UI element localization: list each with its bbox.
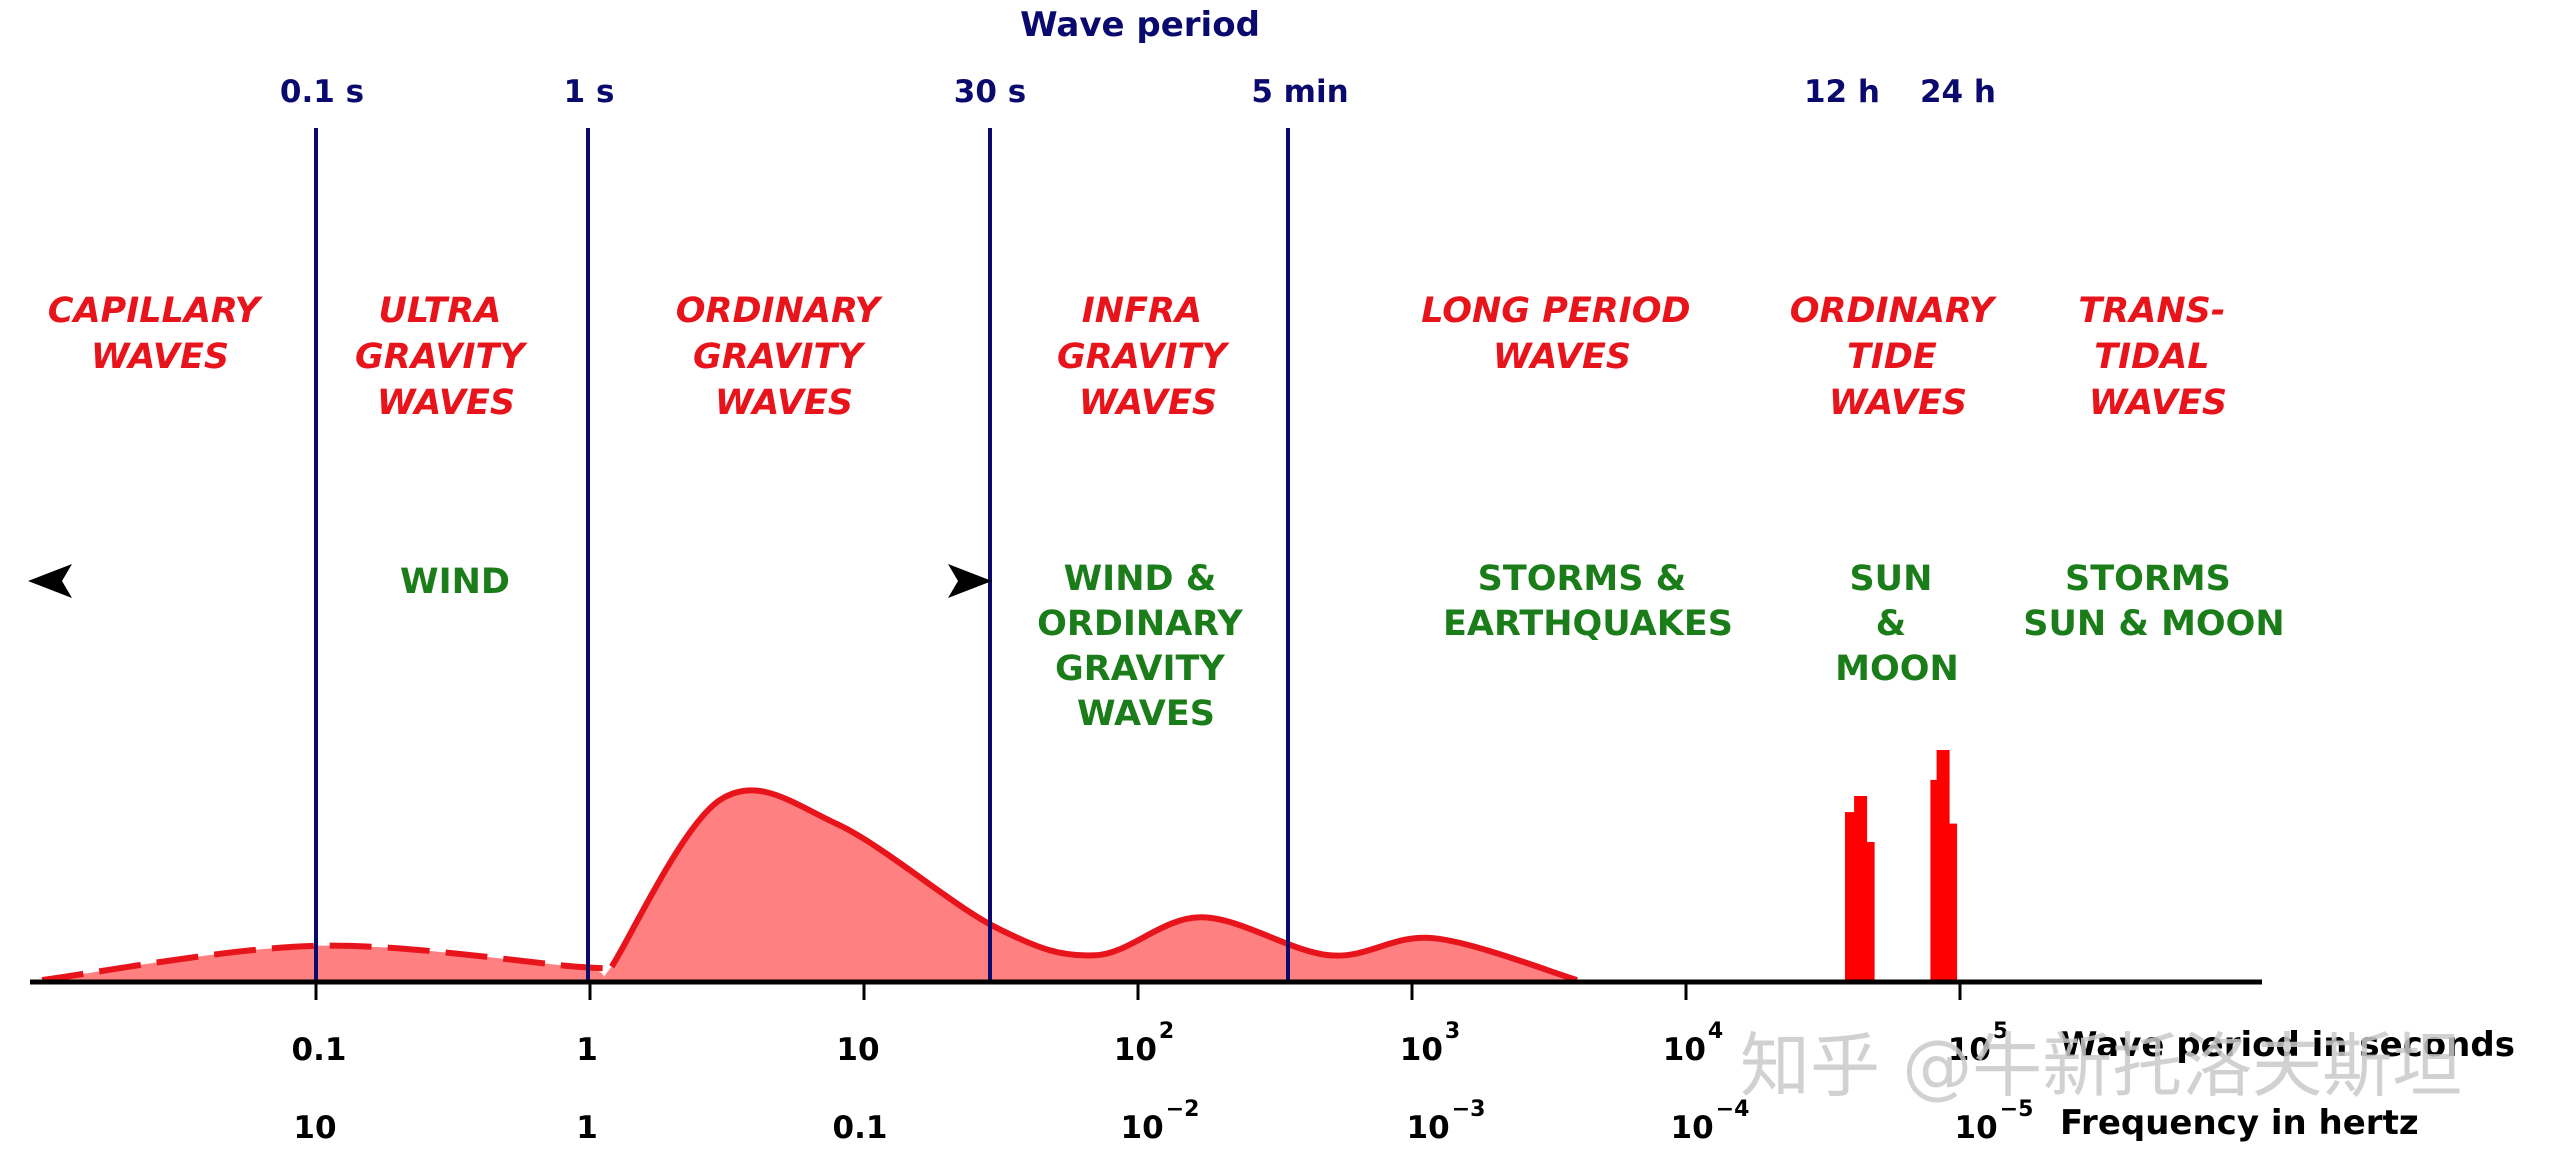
watermark-text: 知乎 @牛新托洛夫斯坦: [1740, 1025, 2462, 1107]
energy-curve-dashed-line: [41, 942, 615, 983]
wind-arrow-right-head: [948, 564, 992, 598]
cause-storms-sun-and-moon: STORMS SUN & MOON: [2023, 559, 2284, 644]
cause-wind: WIND: [400, 562, 510, 602]
wave-zone-labels: CAPILLARY WAVES ULTRA GRAVITY WAVES ORDI…: [48, 291, 2237, 423]
frequency-tick-label: 10−3: [1407, 1097, 1486, 1146]
zone-ultra-gravity-waves: ULTRA GRAVITY WAVES: [355, 291, 537, 423]
cause-storms-and-earthquakes: STORMS & EARTHQUAKES: [1443, 559, 1733, 644]
marker-label: 24 h: [1920, 74, 1996, 110]
period-tick-label: 10: [836, 1032, 879, 1068]
marker-label: 1 s: [564, 74, 615, 110]
period-tick-label: 103: [1400, 1019, 1460, 1068]
marker-label: 30 s: [954, 74, 1026, 110]
energy-curve-group: [41, 787, 1578, 983]
cause-wind-and-ordinary-gravity-waves: WIND & ORDINARY GRAVITY WAVES: [1037, 559, 1255, 734]
frequency-tick-label: 10: [293, 1110, 336, 1146]
energy-curve-fill: [42, 790, 1577, 980]
tidal-bar: [1861, 842, 1875, 980]
energy-curve-line: [609, 787, 1578, 983]
marker-label: 12 h: [1804, 74, 1880, 110]
frequency-tick-label: 10−5: [1955, 1097, 2034, 1146]
period-tick-label: 104: [1663, 1019, 1723, 1068]
period-tick-label: 1: [576, 1032, 598, 1068]
period-tick-label: 0.1: [292, 1032, 347, 1068]
tidal-bar: [1944, 823, 1958, 980]
zone-trans-tidal-waves: TRANS- TIDAL WAVES: [2078, 291, 2237, 423]
period-tick-label: 105: [1948, 1019, 2008, 1068]
x-axis-tick-marks: [314, 982, 1962, 1000]
zone-ordinary-gravity-waves: ORDINARY GRAVITY WAVES: [676, 291, 892, 423]
marker-label: 0.1 s: [280, 74, 364, 110]
marker-label: 5 min: [1251, 74, 1348, 110]
frequency-tick-labels: 10 1 0.1 10−2 10−3 10−4 10−5: [293, 1097, 2033, 1146]
frequency-axis-label: Frequency in hertz: [2060, 1103, 2419, 1143]
zone-ordinary-tide-waves: ORDINARY TIDE WAVES: [1790, 291, 2006, 423]
period-axis-label: Wave period in seconds: [2060, 1025, 2515, 1065]
zone-long-period-waves: LONG PERIOD WAVES: [1421, 291, 1703, 377]
period-marker-labels: 0.1 s 1 s 30 s 5 min 12 h 24 h: [280, 74, 1996, 110]
diagram-title: Wave period: [1020, 5, 1260, 45]
frequency-tick-label: 1: [576, 1110, 598, 1146]
tidal-bars-group: [1845, 750, 1958, 980]
wave-cause-labels: WIND WIND & ORDINARY GRAVITY WAVES STORM…: [400, 559, 2285, 734]
zone-infra-gravity-waves: INFRA GRAVITY WAVES: [1057, 291, 1239, 423]
frequency-tick-label: 10−4: [1671, 1097, 1750, 1146]
cause-sun-and-moon: SUN & MOON: [1835, 559, 1959, 689]
frequency-tick-label: 10−2: [1121, 1097, 1200, 1146]
wind-arrow-left-head: [28, 564, 72, 598]
period-marker-lines: [314, 128, 1938, 982]
wind-range-arrow: [28, 564, 992, 598]
frequency-tick-label: 0.1: [833, 1110, 888, 1146]
period-tick-labels: 0.1 1 10 102 103 104 105: [292, 1019, 2009, 1068]
zone-capillary-waves: CAPILLARY WAVES: [48, 291, 272, 377]
period-tick-label: 102: [1114, 1019, 1174, 1068]
